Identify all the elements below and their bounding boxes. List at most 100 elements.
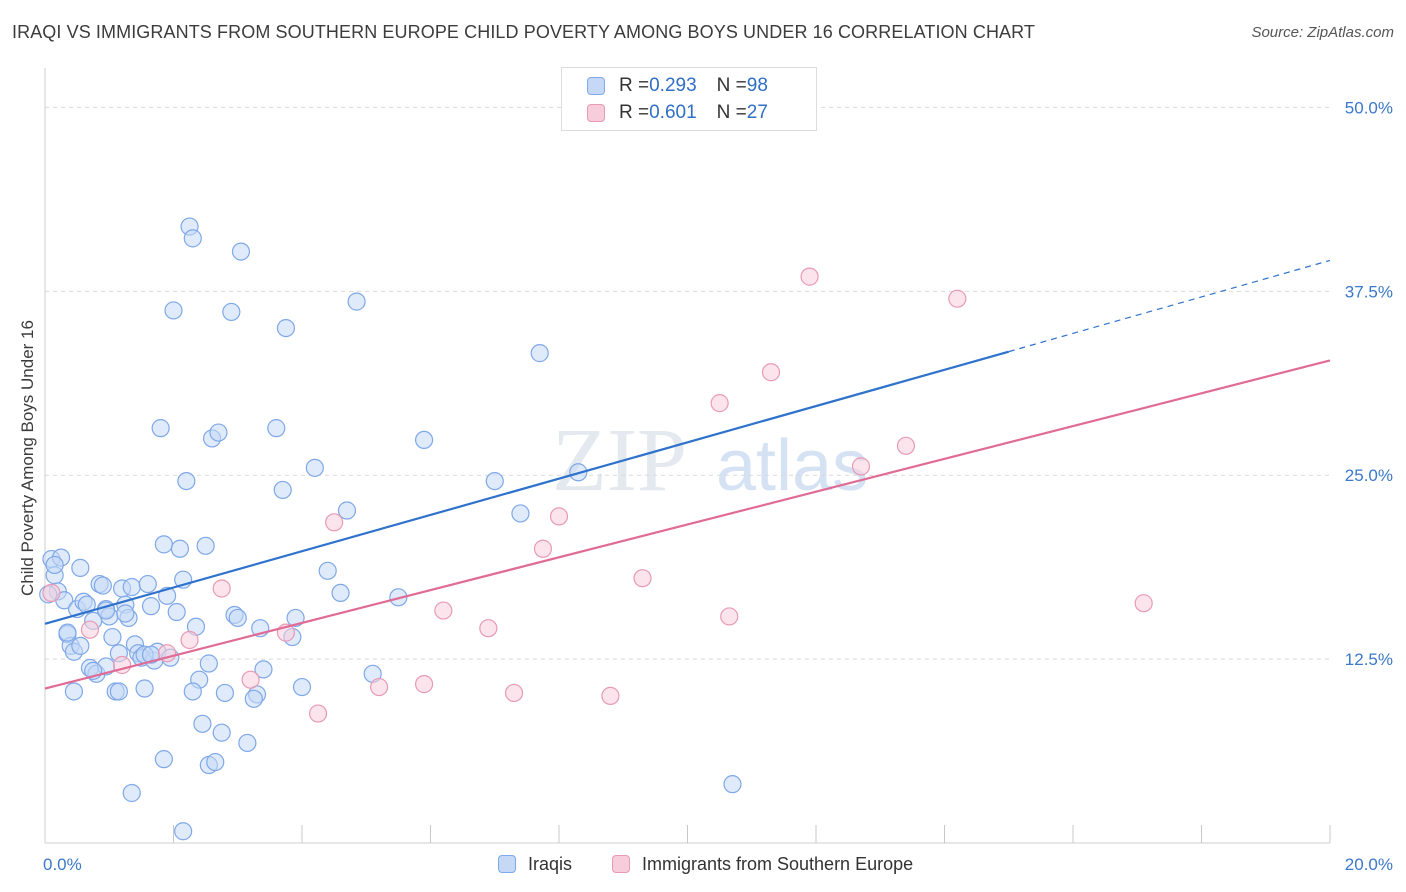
chart-source: Source: ZipAtlas.com <box>1251 24 1394 41</box>
data-point <box>58 623 77 642</box>
legend-row-immigrants: R = 0.601 N = 27 <box>587 101 768 125</box>
data-point <box>851 457 871 476</box>
data-point <box>267 419 286 438</box>
data-point <box>337 501 357 520</box>
trend-line <box>44 359 1331 690</box>
data-point <box>325 513 344 532</box>
y-tick-label: 12.5% <box>1345 650 1393 669</box>
gridlines <box>45 106 1330 660</box>
data-point <box>174 822 193 841</box>
axes <box>44 68 1331 844</box>
legend-r-label: R = <box>619 102 650 123</box>
data-point <box>720 607 739 626</box>
data-point <box>308 704 328 723</box>
trend-line <box>44 350 1010 625</box>
data-point <box>318 561 337 580</box>
data-point <box>193 714 212 733</box>
data-point <box>896 436 916 455</box>
data-point <box>414 430 434 450</box>
data-point <box>209 423 228 442</box>
data-point <box>71 558 90 577</box>
data-point <box>71 636 90 655</box>
data-point <box>241 670 260 689</box>
data-point <box>633 569 652 588</box>
data-point <box>370 677 389 697</box>
data-point <box>183 229 202 248</box>
trend-line-extension <box>1008 259 1331 353</box>
chart-title: IRAQI VS IMMIGRANTS FROM SOUTHERN EUROPE… <box>12 22 1036 42</box>
data-point <box>177 471 196 491</box>
x-tick-label: 0.0% <box>43 855 82 874</box>
data-point <box>215 683 234 703</box>
correlation-legend: R = 0.293 N = 98 R = 0.601 N = 27 <box>561 67 817 131</box>
data-point <box>276 318 296 338</box>
data-point <box>80 620 100 639</box>
data-point <box>800 267 819 286</box>
data-point <box>122 577 141 597</box>
data-point <box>212 723 231 742</box>
x-tick-label: 20.0% <box>1345 855 1393 874</box>
legend-row-iraqis: R = 0.293 N = 98 <box>587 74 768 98</box>
legend-r-value: 0.601 <box>649 102 697 123</box>
data-point <box>347 292 366 311</box>
legend-n-value: 98 <box>746 75 768 96</box>
legend-swatch-immigrants <box>587 104 605 122</box>
data-point <box>135 679 154 698</box>
data-point <box>761 363 781 382</box>
zipatlas-watermark: ZIP atlas <box>552 411 868 510</box>
data-point <box>723 775 742 794</box>
legend-item-iraqis: Iraqis <box>498 852 572 876</box>
data-point <box>199 654 218 673</box>
legend-swatch-iraqis <box>587 77 605 95</box>
series-legend: Iraqis Immigrants from Southern Europe <box>0 852 1406 876</box>
data-point <box>170 539 190 558</box>
data-point <box>164 301 183 320</box>
data-point <box>42 583 61 603</box>
watermark-atlas: atlas <box>716 426 868 506</box>
legend-swatch-immigrants <box>612 855 630 873</box>
data-point <box>414 675 434 694</box>
data-point <box>231 242 251 261</box>
y-tick-label: 50.0% <box>1345 98 1393 117</box>
legend-n-label: N = <box>716 102 747 123</box>
legend-n-value: 27 <box>746 102 768 123</box>
data-point <box>122 783 141 803</box>
trendlines <box>44 259 1331 690</box>
legend-r-label: R = <box>619 75 650 96</box>
data-point <box>710 394 729 413</box>
data-point <box>77 595 96 614</box>
data-point <box>434 601 453 620</box>
legend-label-immigrants: Immigrants from Southern Europe <box>642 853 914 874</box>
data-point <box>154 750 173 769</box>
data-point <box>479 619 498 638</box>
data-point <box>103 627 122 647</box>
data-point <box>206 752 225 772</box>
data-point <box>116 604 135 623</box>
data-point <box>504 683 524 703</box>
data-point <box>167 602 186 622</box>
series-iraqis <box>39 217 742 841</box>
data-point <box>948 289 967 308</box>
data-point <box>533 539 553 558</box>
data-point <box>93 576 112 595</box>
data-point <box>45 555 64 575</box>
data-point <box>286 608 305 628</box>
data-point <box>254 660 273 679</box>
data-point <box>64 682 84 701</box>
data-point <box>238 733 257 753</box>
data-point <box>601 686 620 705</box>
data-point <box>138 574 157 594</box>
data-point <box>109 682 128 701</box>
legend-label-iraqis: Iraqis <box>528 853 573 874</box>
legend-n-label: N = <box>716 75 747 96</box>
legend-item-immigrants: Immigrants from Southern Europe <box>612 852 913 876</box>
data-point <box>244 689 263 708</box>
data-point <box>151 419 170 438</box>
data-point <box>511 504 530 523</box>
data-point <box>292 677 312 697</box>
data-point <box>331 583 350 603</box>
data-point <box>1134 594 1153 613</box>
legend-swatch-iraqis <box>498 855 516 873</box>
data-point <box>530 344 549 363</box>
